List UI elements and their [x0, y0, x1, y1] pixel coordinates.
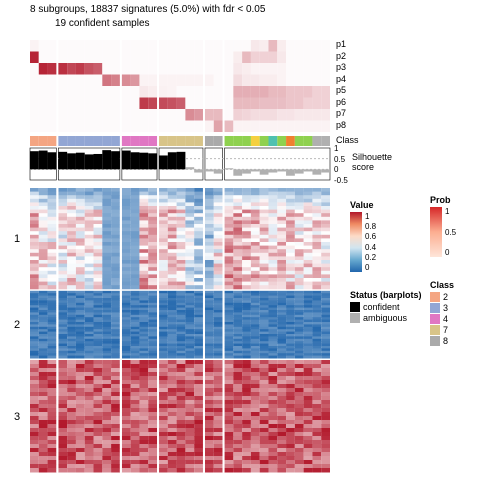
heatmap-section-label: 2 — [14, 319, 20, 331]
upper-row-label: p4 — [336, 74, 346, 84]
legend-class: Class 23478 — [430, 280, 490, 347]
prob-gradient — [430, 207, 442, 257]
upper-row-label: p3 — [336, 62, 346, 72]
sil-tick: 0 — [334, 165, 338, 174]
upper-row-label: p6 — [336, 97, 346, 107]
heatmap-section-label: 1 — [14, 233, 20, 245]
upper-row-label: p2 — [336, 51, 346, 61]
upper-row-label: p1 — [336, 39, 346, 49]
legend-prob: Prob 10.50 — [430, 195, 490, 257]
class-label: Class — [336, 135, 359, 145]
sil-tick: 1 — [334, 144, 338, 153]
legend-value-title: Value — [350, 200, 410, 210]
legend-value: Value 10.80.60.40.20 — [350, 200, 410, 272]
legend-class-title: Class — [430, 280, 490, 290]
upper-row-label: p8 — [336, 120, 346, 130]
main-figure — [0, 0, 504, 504]
sil-tick: 0.5 — [334, 155, 345, 164]
upper-row-label: p5 — [336, 85, 346, 95]
legend-prob-title: Prob — [430, 195, 490, 205]
heatmap-section-label: 3 — [14, 411, 20, 423]
value-gradient — [350, 212, 362, 272]
silhouette-label: Silhouette score — [352, 152, 392, 172]
upper-row-label: p7 — [336, 108, 346, 118]
sil-tick: -0.5 — [334, 176, 348, 185]
